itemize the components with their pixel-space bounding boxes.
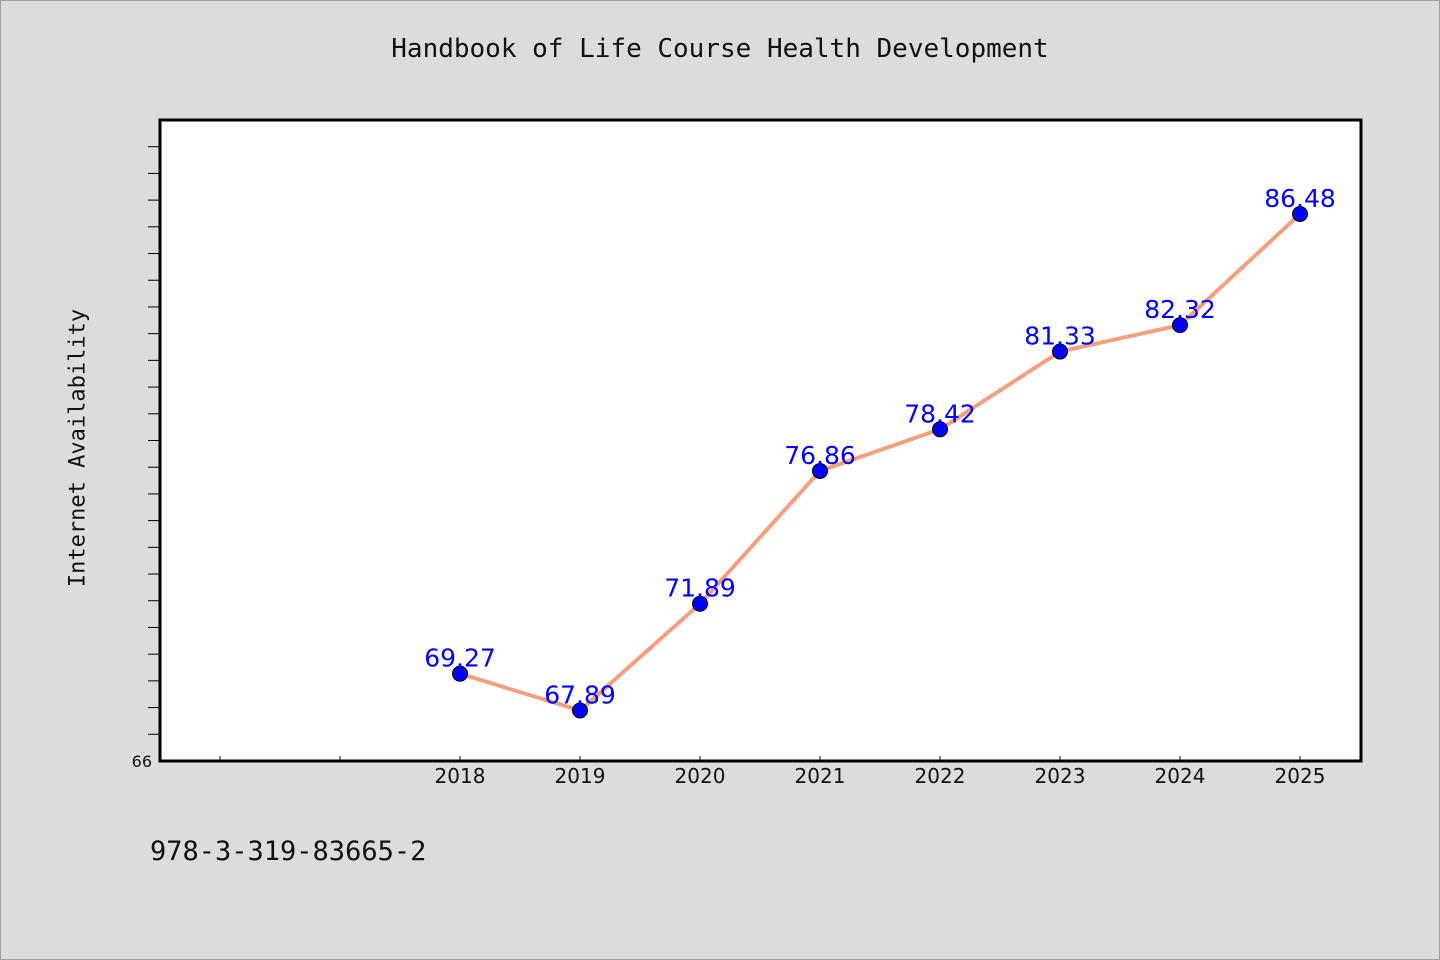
data-label: 76.86 [784,441,856,470]
x-tick-label: 2024 [1155,764,1206,788]
isbn-text: 978-3-319-83665-2 [150,836,427,867]
data-point [452,665,468,682]
chart-title: Handbook of Life Course Health Developme… [391,34,1049,64]
y-tick-label: 66 [132,752,152,771]
data-point [572,702,588,719]
data-point [692,595,708,612]
data-label: 78.42 [904,399,976,428]
data-point [1172,317,1188,334]
data-label-layer: 69.27 67.89 71.89 76.86 78.42 81.33 82.32 86.48 [424,184,1336,710]
x-tick-label: 2018 [435,764,486,788]
data-point [812,462,828,479]
data-point [1052,343,1068,360]
plot-area [158,118,1363,763]
data-label: 82.32 [1144,295,1216,324]
data-label: 81.33 [1024,322,1096,351]
data-point [932,421,948,438]
x-axis-ticks: 2018 2019 2020 2021 2022 2023 2024 2025 [219,756,1326,788]
data-point [1292,206,1308,223]
data-label: 69.27 [424,644,496,673]
x-tick-label: 2021 [795,764,846,788]
x-tick-label: 2025 [1275,764,1326,788]
data-label: 67.89 [544,681,616,710]
x-tick-label: 2019 [555,764,606,788]
series-layer [452,206,1308,719]
data-label: 71.89 [664,574,736,603]
data-label: 86.48 [1264,184,1336,213]
series-line [458,212,1302,713]
x-tick-label: 2022 [915,764,966,788]
x-tick-label: 2023 [1035,764,1086,788]
x-tick-label: 2020 [675,764,726,788]
y-axis-ticks: 66 [132,146,160,771]
